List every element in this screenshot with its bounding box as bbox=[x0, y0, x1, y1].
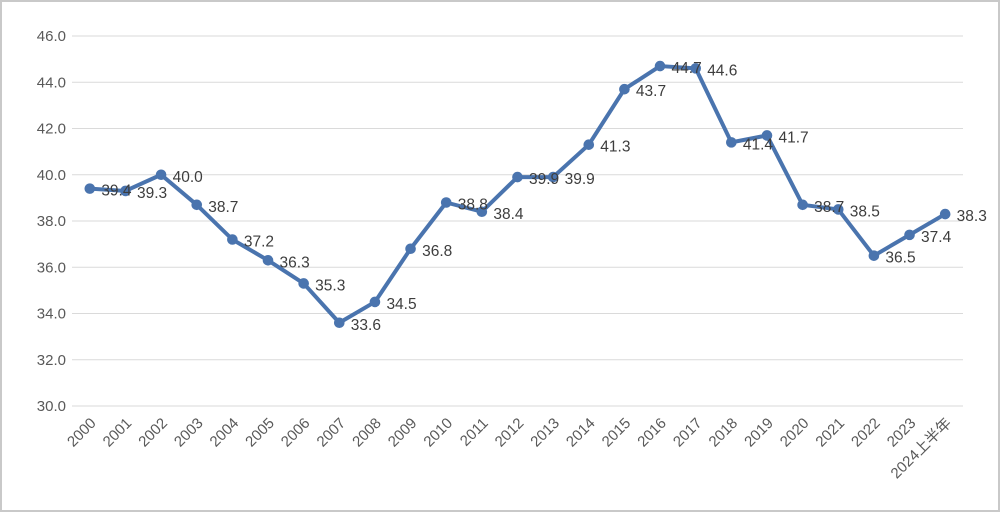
data-point-label: 38.7 bbox=[814, 199, 844, 216]
data-point-label: 36.5 bbox=[885, 250, 915, 267]
data-point-label: 38.8 bbox=[458, 197, 488, 214]
y-axis-tick-label: 44.0 bbox=[37, 74, 66, 91]
data-point-label: 44.7 bbox=[672, 60, 702, 77]
data-point-marker bbox=[868, 250, 880, 261]
data-point-marker bbox=[298, 278, 309, 289]
data-point-marker bbox=[726, 137, 737, 148]
data-point-label: 35.3 bbox=[315, 277, 345, 294]
data-point-label: 37.2 bbox=[244, 234, 274, 251]
data-point-marker bbox=[120, 185, 131, 197]
y-axis-tick-label: 42.0 bbox=[37, 121, 66, 138]
x-axis-category-label: 2013 bbox=[527, 415, 563, 451]
x-axis-category-label: 2001 bbox=[100, 415, 136, 451]
data-point-marker bbox=[619, 83, 630, 95]
x-axis-labels: 2000 2001 2002 2003 2004 2005 2006 2007 2008 2009… bbox=[64, 415, 955, 482]
x-axis-category-label: 2015 bbox=[599, 415, 635, 451]
data-point-marker bbox=[476, 206, 488, 218]
data-point-marker bbox=[832, 204, 844, 215]
data-point-label: 41.7 bbox=[778, 129, 808, 146]
data-point-label: 39.3 bbox=[137, 185, 167, 202]
data-point-marker bbox=[939, 208, 951, 220]
x-axis-category-label: 2003 bbox=[171, 415, 207, 451]
x-axis-category-label: 2016 bbox=[634, 415, 670, 451]
y-axis-tick-label: 40.0 bbox=[37, 167, 66, 184]
data-point-label: 41.4 bbox=[743, 136, 774, 153]
x-axis-category-label: 2009 bbox=[385, 415, 421, 451]
data-point-label: 36.3 bbox=[280, 254, 310, 271]
y-axis-tick-label: 38.0 bbox=[37, 213, 66, 230]
series-markers bbox=[84, 60, 951, 329]
data-point-label: 40.0 bbox=[173, 169, 204, 186]
x-axis-category-label: 2006 bbox=[278, 415, 314, 451]
series-data-labels: 39.4 39.340.038.737.236.335.333.634.536.8… bbox=[101, 60, 987, 334]
data-point-label: 33.6 bbox=[351, 317, 381, 334]
data-point-label: 38.5 bbox=[850, 203, 880, 220]
y-axis-tick-label: 32.0 bbox=[37, 352, 66, 369]
series-line bbox=[87, 64, 948, 325]
x-axis-category-label: 2000 bbox=[64, 415, 100, 451]
data-point-label: 38.7 bbox=[208, 199, 238, 216]
data-point-marker bbox=[583, 139, 595, 150]
y-axis-tick-label: 34.0 bbox=[37, 306, 66, 323]
x-axis-category-label: 2008 bbox=[349, 415, 385, 451]
x-axis-category-label: 2002 bbox=[135, 415, 171, 451]
data-point-marker bbox=[547, 171, 559, 183]
x-axis-category-label: 2021 bbox=[812, 415, 848, 451]
x-axis-category-label: 2004 bbox=[207, 415, 243, 451]
x-axis-category-label: 2005 bbox=[242, 415, 278, 451]
x-axis-category-label: 2017 bbox=[670, 415, 706, 451]
data-point-marker bbox=[654, 60, 666, 72]
data-point-marker bbox=[512, 171, 523, 183]
data-point-marker bbox=[797, 199, 808, 211]
x-axis-category-label: 2011 bbox=[457, 415, 492, 450]
y-axis-tick-label: 46.0 bbox=[37, 28, 66, 45]
x-axis-category-label: 2012 bbox=[492, 415, 528, 451]
x-axis-category-label: 2020 bbox=[777, 415, 813, 451]
data-point-label: 39.9 bbox=[565, 171, 595, 188]
data-point-marker bbox=[227, 234, 238, 245]
data-point-label: 38.4 bbox=[493, 206, 524, 223]
data-point-marker bbox=[761, 130, 773, 141]
data-point-marker bbox=[334, 317, 345, 329]
y-axis-tick-label: 36.0 bbox=[37, 259, 66, 276]
data-point-label: 43.7 bbox=[636, 83, 666, 100]
data-point-marker bbox=[440, 197, 452, 208]
data-point-label: 34.5 bbox=[386, 296, 416, 313]
data-point-label: 44.6 bbox=[707, 62, 737, 79]
data-point-marker bbox=[904, 229, 915, 241]
x-axis-category-label: 2022 bbox=[848, 415, 884, 451]
data-point-label: 41.3 bbox=[600, 139, 630, 156]
x-axis-category-label: 2014 bbox=[563, 415, 599, 451]
y-axis-tick-label: 30.0 bbox=[37, 398, 66, 415]
y-axis-labels: 30.0 32.0 34.0 36.0 38.0 40.0 42.0 44.0 46.0 bbox=[37, 28, 66, 415]
data-point-marker bbox=[262, 255, 274, 266]
data-point-marker bbox=[191, 199, 203, 211]
data-point-marker bbox=[84, 183, 96, 194]
x-axis-category-label: 2010 bbox=[420, 415, 456, 451]
data-point-marker bbox=[690, 63, 701, 74]
data-point-label: 39.9 bbox=[529, 171, 559, 188]
data-point-marker bbox=[369, 296, 381, 308]
x-axis-category-label: 2019 bbox=[741, 415, 777, 451]
data-point-label: 37.4 bbox=[921, 229, 952, 246]
data-point-marker bbox=[405, 243, 416, 255]
x-axis-category-label: 2018 bbox=[706, 415, 742, 451]
x-axis-category-label: 2007 bbox=[314, 415, 350, 451]
data-point-label: 38.3 bbox=[957, 208, 987, 225]
data-point-marker bbox=[155, 169, 167, 181]
data-point-label: 36.8 bbox=[422, 243, 452, 260]
data-point-label: 39.4 bbox=[101, 183, 132, 200]
